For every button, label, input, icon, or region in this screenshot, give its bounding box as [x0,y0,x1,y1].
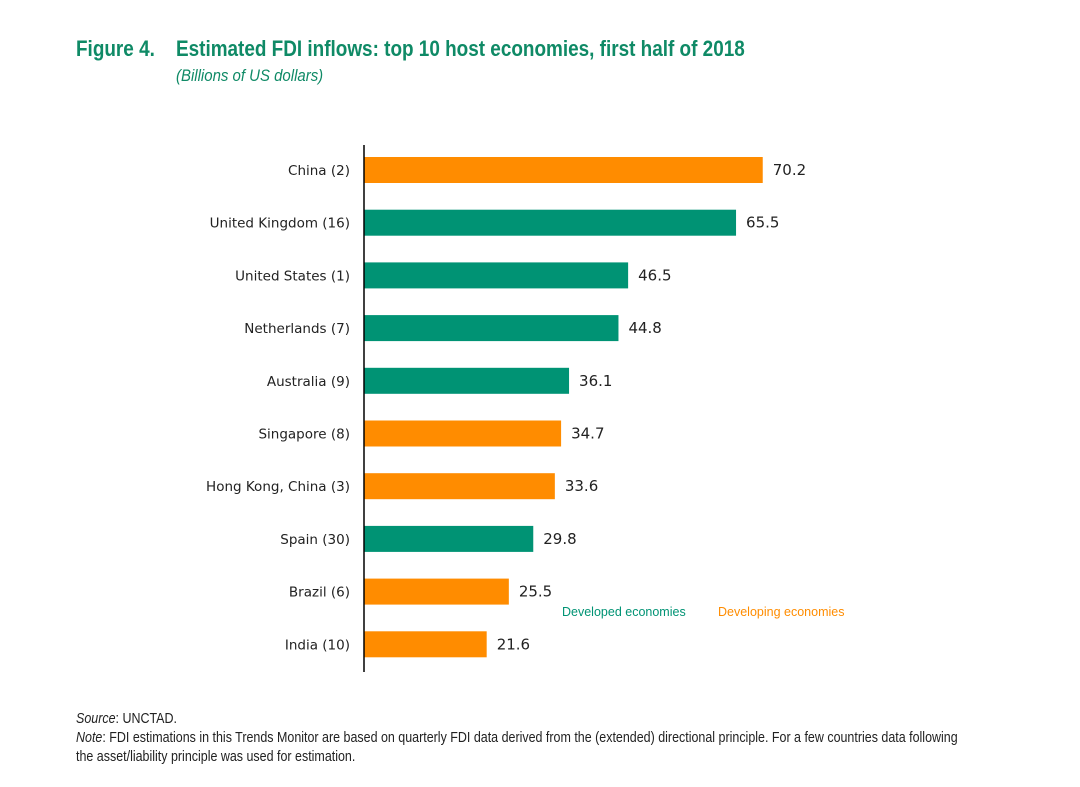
legend-entry: Developed economies [562,605,686,619]
legend-entry: Developing economies [718,605,844,619]
value-label: 25.5 [519,583,552,601]
value-label: 70.2 [773,161,806,179]
value-label: 46.5 [638,266,671,284]
bar [364,367,570,394]
category-label: India (10) [285,637,350,653]
value-label: 33.6 [565,477,598,495]
category-label: Australia (9) [267,374,350,390]
category-label: Netherlands (7) [244,321,350,337]
figure-title: Estimated FDI inflows: top 10 host econo… [176,36,745,61]
bar [364,262,629,289]
bar [364,473,555,500]
note-line: Note: FDI estimations in this Trends Mon… [76,729,1022,748]
value-label: 44.8 [628,319,661,337]
footer: Source: UNCTAD. Note: FDI estimations in… [76,710,1022,767]
bar [364,420,562,447]
value-label: 34.7 [571,425,604,443]
category-label: Spain (30) [280,532,350,548]
value-label: 29.8 [543,530,576,548]
figure-subtitle: (Billions of US dollars) [176,66,324,85]
category-label: United States (1) [235,268,350,284]
bar [364,631,487,658]
bar [364,209,737,236]
note-text: : FDI estimations in this Trends Monitor… [102,730,958,746]
bar [364,525,534,552]
value-label: 36.1 [579,372,612,390]
category-label: Hong Kong, China (3) [206,479,350,495]
note-label: Note [76,730,103,746]
source-line: Source: UNCTAD. [76,710,1022,729]
category-label: China (2) [288,163,350,179]
category-label: Singapore (8) [258,427,350,443]
bar [364,578,509,605]
value-label: 65.5 [746,214,779,232]
bar [364,315,619,342]
source-label: Source [76,711,116,727]
note-line-2: the asset/liability principle was used f… [76,749,356,765]
figure-number: Figure 4. [76,36,155,61]
value-label: 21.6 [497,635,530,653]
category-label: United Kingdom (16) [210,216,350,232]
category-label: Brazil (6) [289,585,350,601]
bar [364,157,763,183]
source-text: : UNCTAD. [115,711,177,727]
